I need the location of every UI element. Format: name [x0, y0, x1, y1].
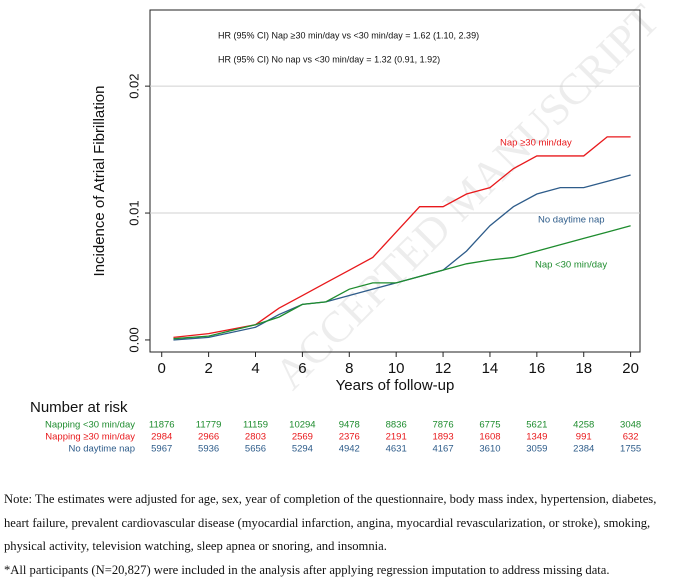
series-label: No daytime nap	[538, 215, 605, 226]
note-line: *All participants (N=20,827) were includ…	[4, 559, 688, 582]
risk-count: 10294	[289, 420, 315, 431]
series-label: Nap <30 min/day	[535, 260, 607, 271]
risk-count: 2569	[292, 432, 313, 443]
risk-count: 991	[576, 432, 592, 443]
risk-row-label: No daytime nap	[68, 444, 135, 455]
y-tick-label: 0.02	[126, 73, 141, 98]
risk-count: 11876	[149, 420, 175, 431]
notes: Note: The estimates were adjusted for ag…	[4, 488, 688, 582]
x-tick-label: 20	[622, 360, 639, 377]
risk-count: 6775	[479, 420, 500, 431]
x-axis-label: Years of follow-up	[336, 377, 455, 394]
risk-count: 2376	[339, 432, 360, 443]
note-line: heart failure, prevalent cardiovascular …	[4, 512, 688, 536]
x-tick-label: 16	[528, 360, 545, 377]
risk-count: 1755	[620, 444, 641, 455]
risk-count: 4942	[339, 444, 360, 455]
risk-count: 8836	[386, 420, 407, 431]
y-axis-label: Incidence of Atrial Fibrillation	[91, 86, 108, 277]
risk-count: 1893	[432, 432, 453, 443]
x-tick-label: 0	[158, 360, 166, 377]
risk-count: 9478	[339, 420, 360, 431]
x-tick-label: 6	[298, 360, 306, 377]
series-label: Nap ≥30 min/day	[500, 138, 572, 149]
risk-count: 3059	[526, 444, 547, 455]
y-tick-label: 0.00	[126, 327, 141, 352]
x-tick-label: 12	[435, 360, 452, 377]
x-tick-label: 10	[388, 360, 405, 377]
y-tick-label: 0.01	[126, 200, 141, 225]
risk-count: 5621	[526, 420, 547, 431]
risk-count: 3610	[479, 444, 500, 455]
annotation: HR (95% CI) Nap ≥30 min/day vs <30 min/d…	[218, 30, 479, 40]
risk-count: 4631	[386, 444, 407, 455]
risk-count: 4167	[432, 444, 453, 455]
risk-count: 5656	[245, 444, 266, 455]
risk-table-title: Number at risk	[30, 399, 128, 416]
risk-count: 2384	[573, 444, 594, 455]
risk-count: 11159	[243, 420, 268, 431]
x-tick-label: 14	[482, 360, 499, 377]
risk-count: 2966	[198, 432, 219, 443]
x-tick-label: 2	[204, 360, 212, 377]
risk-count: 2803	[245, 432, 266, 443]
x-tick-label: 18	[575, 360, 592, 377]
risk-count: 11779	[196, 420, 222, 431]
risk-count: 2984	[151, 432, 172, 443]
x-tick-label: 4	[251, 360, 259, 377]
risk-count: 1608	[479, 432, 500, 443]
risk-count: 5967	[151, 444, 172, 455]
risk-count: 4258	[573, 420, 594, 431]
risk-count: 632	[623, 432, 639, 443]
risk-count: 7876	[432, 420, 453, 431]
risk-count: 1349	[526, 432, 547, 443]
risk-count: 5294	[292, 444, 313, 455]
chart: HR (95% CI) Nap ≥30 min/day vs <30 min/d…	[0, 0, 692, 480]
note-line: Note: The estimates were adjusted for ag…	[4, 488, 688, 512]
annotation: HR (95% CI) No nap vs <30 min/day = 1.32…	[218, 54, 440, 64]
risk-row-label: Napping ≥30 min/day	[45, 432, 135, 443]
risk-count: 3048	[620, 420, 641, 431]
risk-count: 2191	[386, 432, 407, 443]
note-line: physical activity, television watching, …	[4, 535, 688, 559]
risk-row-label: Napping <30 min/day	[45, 420, 135, 431]
risk-count: 5936	[198, 444, 219, 455]
x-tick-label: 8	[345, 360, 353, 377]
